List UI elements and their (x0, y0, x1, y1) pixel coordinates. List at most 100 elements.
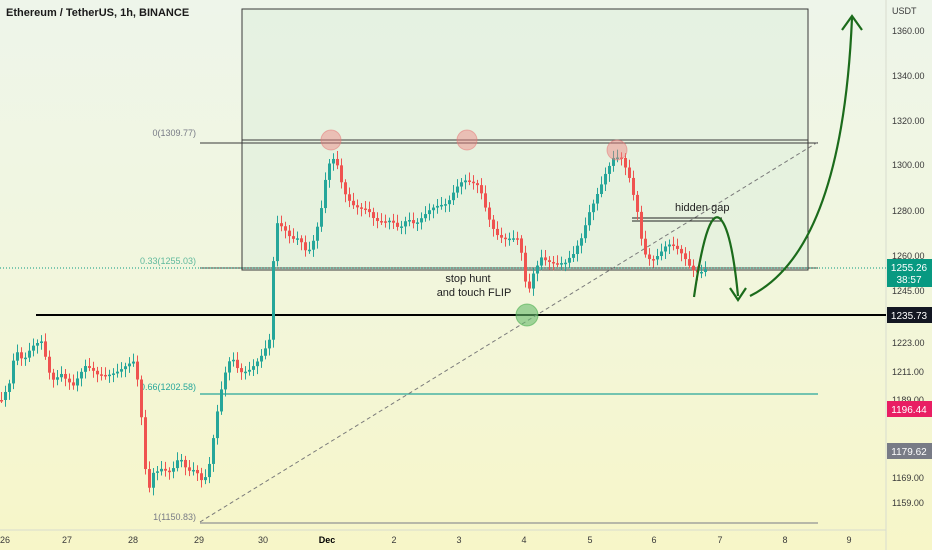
candle-body (524, 252, 527, 282)
candle-body (592, 203, 595, 213)
candle-body (588, 212, 591, 226)
candle-body (156, 471, 159, 473)
candle-body (368, 209, 371, 213)
candle-body (460, 182, 463, 187)
candle-body (648, 254, 651, 260)
x-tick-label: 3 (456, 535, 461, 545)
arrowhead-down-icon (729, 287, 747, 302)
candle-body (360, 207, 363, 209)
candle-body (76, 378, 79, 386)
candle-body (624, 158, 627, 168)
candle-body (628, 167, 631, 178)
fib-label-1: 1(1150.83) (153, 512, 196, 522)
candle-body (452, 192, 455, 201)
candle-body (504, 237, 507, 240)
candle-body (408, 220, 411, 222)
candle-body (444, 204, 447, 206)
candle-body (572, 254, 575, 258)
y-tick-label: 1211.00 (892, 367, 924, 377)
candle-body (432, 207, 435, 211)
candle-body (112, 373, 115, 375)
candle-body (272, 261, 275, 340)
candle-body (540, 257, 543, 266)
candle-body (364, 208, 367, 211)
candle-body (60, 373, 63, 378)
candle-body (316, 226, 319, 241)
candles (0, 149, 707, 496)
candle-body (44, 341, 47, 357)
x-tick-label: 29 (194, 535, 204, 545)
candle-body (608, 165, 611, 174)
candle-body (244, 371, 247, 374)
candle-body (144, 417, 147, 470)
candle-body (656, 256, 659, 260)
candle-body (340, 165, 343, 183)
candle-body (132, 361, 135, 364)
candle-body (188, 467, 191, 471)
projection-arrow-up (749, 17, 854, 297)
candle-body (336, 158, 339, 166)
candle-body (88, 366, 91, 368)
y-tick-label: 1223.00 (892, 338, 925, 348)
candle-body (600, 184, 603, 194)
candle-body (480, 185, 483, 194)
candle-body (344, 182, 347, 195)
candle-body (640, 211, 643, 239)
candle-body (312, 240, 315, 250)
fib-label-033: 0.33(1255.03) (140, 256, 196, 266)
price-tag-gray-value: 1179.62 (891, 447, 927, 458)
candle-body (124, 366, 127, 370)
x-tick-label: 28 (128, 535, 138, 545)
candle-body (96, 370, 99, 375)
price-tag-support: 1235.73 (887, 307, 932, 323)
candle-body (692, 265, 695, 271)
annotation-stop-hunt: stop hunt (445, 273, 490, 285)
price-tag-red-value: 1196.44 (891, 405, 927, 416)
candle-body (332, 158, 335, 164)
y-tick-label: 1360.00 (892, 26, 925, 36)
candle-body (56, 377, 59, 380)
x-tick-label: 5 (587, 535, 592, 545)
x-tick-label: 7 (717, 535, 722, 545)
y-tick-label: 1245.00 (892, 286, 925, 296)
top-marker-2 (456, 129, 478, 151)
candle-body (24, 357, 27, 360)
y-tick-label: 1340.00 (892, 71, 925, 81)
candle-body (136, 361, 139, 380)
candle-body (496, 228, 499, 236)
candle-body (276, 223, 279, 262)
x-axis[interactable]: 26 27 28 29 30 Dec 2 3 4 5 6 7 8 9 (0, 535, 852, 545)
candle-body (176, 460, 179, 469)
price-tag-current-value: 1255.26 (891, 263, 928, 274)
y-tick-label: 1300.00 (892, 160, 925, 170)
candle-body (604, 173, 607, 185)
candle-body (620, 157, 623, 160)
arrowhead-up-icon (841, 14, 863, 31)
candle-body (392, 220, 395, 223)
candle-body (128, 363, 131, 367)
candle-body (220, 389, 223, 412)
candle-body (476, 183, 479, 186)
trendline[interactable] (199, 141, 819, 523)
candle-body (292, 236, 295, 239)
candle-body (200, 473, 203, 481)
candle-body (4, 391, 7, 400)
x-tick-label: 26 (0, 535, 10, 545)
y-axis[interactable]: 1360.00 1340.00 1320.00 1300.00 1280.00 1260.… (892, 26, 925, 508)
candle-body (224, 372, 227, 390)
candle-body (288, 230, 291, 237)
candle-body (104, 374, 107, 377)
y-tick-label: 1260.00 (892, 251, 925, 261)
candle-body (384, 221, 387, 223)
candle-body (48, 356, 51, 373)
candle-body (412, 220, 415, 224)
candle-body (352, 200, 355, 206)
candle-body (676, 245, 679, 249)
candle-body (256, 361, 259, 367)
candle-body (552, 261, 555, 264)
candle-body (508, 238, 511, 241)
candle-body (420, 218, 423, 223)
candle-body (672, 244, 675, 247)
